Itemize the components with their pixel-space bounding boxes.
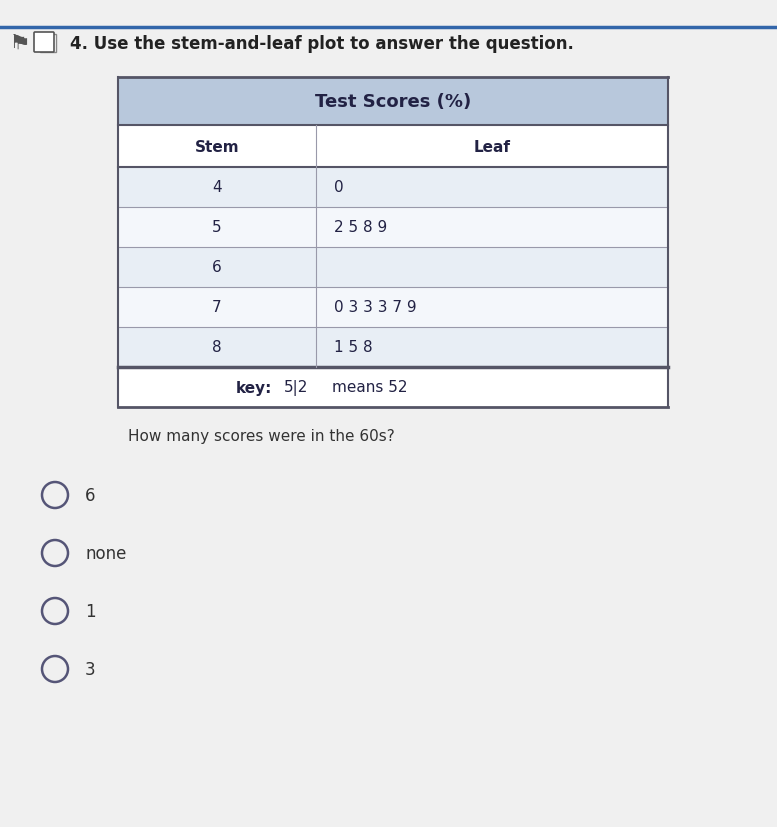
Text: ⚑: ⚑	[14, 35, 30, 53]
Bar	[118, 78, 668, 126]
Bar	[118, 327, 668, 367]
Text: 6: 6	[212, 261, 222, 275]
Text: 4. Use the stem-and-leaf plot to answer the question.: 4. Use the stem-and-leaf plot to answer …	[70, 35, 574, 53]
Text: 8: 8	[212, 340, 221, 355]
Bar	[118, 126, 668, 168]
Text: 7: 7	[212, 300, 221, 315]
Bar	[118, 288, 668, 327]
Text: 4: 4	[212, 180, 221, 195]
Bar	[118, 168, 668, 208]
Bar	[118, 208, 668, 248]
FancyBboxPatch shape	[34, 33, 54, 53]
Text: 1: 1	[85, 602, 96, 620]
Text: ⚑: ⚑	[9, 33, 26, 52]
Text: 6: 6	[85, 486, 96, 504]
Text: ✓: ✓	[42, 36, 54, 51]
Text: key:: key:	[235, 380, 272, 395]
Text: 5: 5	[212, 220, 221, 235]
Text: How many scores were in the 60s?: How many scores were in the 60s?	[128, 428, 395, 443]
Text: none: none	[85, 544, 127, 562]
Text: 5|2: 5|2	[284, 380, 308, 395]
Text: 1 5 8: 1 5 8	[334, 340, 373, 355]
Text: 0: 0	[334, 180, 343, 195]
Text: 2 5 8 9: 2 5 8 9	[334, 220, 387, 235]
Text: Test Scores (%): Test Scores (%)	[315, 93, 471, 111]
Text: Stem: Stem	[195, 139, 239, 155]
Text: 3: 3	[85, 660, 96, 678]
Bar	[118, 367, 668, 408]
Text: 0 3 3 3 7 9: 0 3 3 3 7 9	[334, 300, 416, 315]
Bar	[118, 248, 668, 288]
Text: means 52: means 52	[332, 380, 407, 395]
Text: Leaf: Leaf	[473, 139, 510, 155]
